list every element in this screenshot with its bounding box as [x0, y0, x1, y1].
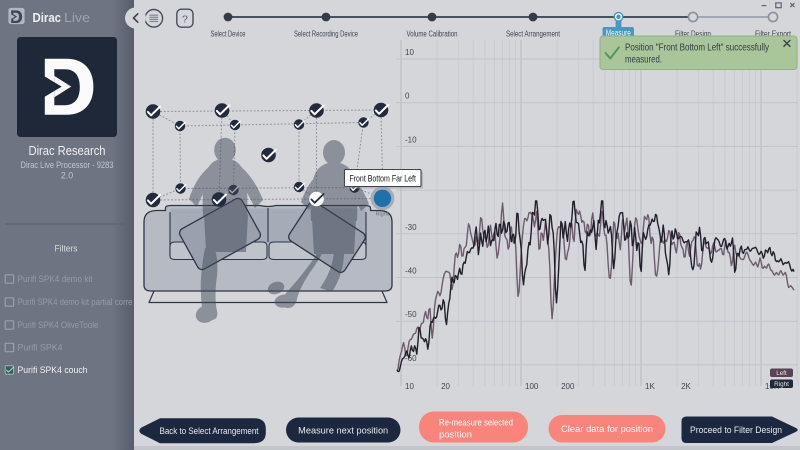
svg-text:Filter Design: Filter Design: [675, 30, 711, 39]
svg-text:0: 0: [405, 92, 410, 101]
svg-text:100: 100: [525, 382, 539, 391]
svg-text:Select Recording Device: Select Recording Device: [294, 30, 358, 39]
svg-text:measured.: measured.: [625, 55, 662, 66]
svg-text:Re-measure selected: Re-measure selected: [439, 418, 513, 428]
svg-text:2K: 2K: [681, 382, 691, 391]
svg-text:-60: -60: [405, 354, 417, 363]
svg-text:?: ?: [182, 14, 188, 26]
svg-text:Purifi SPK4 demo kit: Purifi SPK4 demo kit: [18, 274, 93, 285]
svg-text:Purifi SPK4 demo kit partial c: Purifi SPK4 demo kit partial corre: [18, 297, 133, 308]
svg-text:Purifi SPK4 couch: Purifi SPK4 couch: [18, 365, 88, 376]
svg-text:-40: -40: [405, 267, 417, 276]
svg-text:-10: -10: [405, 135, 417, 144]
svg-text:Measure: Measure: [606, 29, 631, 38]
svg-text:20: 20: [441, 382, 450, 391]
svg-text:Left: Left: [776, 370, 787, 377]
svg-text:Position "Front Bottom Left" s: Position "Front Bottom Left" successfull…: [625, 43, 769, 54]
svg-text:position: position: [439, 430, 472, 440]
svg-text:Select Arrangement: Select Arrangement: [506, 30, 561, 39]
svg-text:Dirac: Dirac: [33, 10, 62, 25]
svg-text:200: 200: [561, 382, 575, 391]
svg-text:Filter Export: Filter Export: [755, 30, 792, 39]
svg-text:Front Bottom Far Left: Front Bottom Far Left: [349, 173, 416, 183]
svg-text:Filters: Filters: [55, 244, 78, 255]
svg-text:Purifi SPK4: Purifi SPK4: [18, 343, 63, 354]
svg-text:Volume Calibration: Volume Calibration: [407, 30, 458, 39]
svg-text:10: 10: [405, 382, 414, 391]
svg-text:-30: -30: [405, 223, 417, 232]
svg-text:Live: Live: [64, 10, 90, 25]
svg-text:Select Device: Select Device: [211, 30, 246, 39]
svg-text:Right: Right: [774, 381, 789, 388]
svg-text:-50: -50: [405, 310, 417, 319]
svg-text:2.0: 2.0: [61, 171, 73, 181]
svg-text:Dirac Research: Dirac Research: [29, 143, 106, 158]
svg-text:Purifi SPK4 OliveToole: Purifi SPK4 OliveToole: [18, 320, 99, 331]
svg-text:Back to Select Arrangement: Back to Select Arrangement: [160, 426, 259, 436]
svg-text:Right: Right: [376, 212, 389, 218]
svg-text:Clear data for position: Clear data for position: [561, 424, 653, 434]
svg-text:10: 10: [405, 48, 414, 57]
svg-text:Proceed to Filter Design: Proceed to Filter Design: [690, 425, 782, 435]
svg-text:Dirac Live Processor - 9283: Dirac Live Processor - 9283: [21, 160, 114, 170]
svg-text:1K: 1K: [645, 382, 655, 391]
svg-text:Measure next position: Measure next position: [298, 426, 388, 436]
